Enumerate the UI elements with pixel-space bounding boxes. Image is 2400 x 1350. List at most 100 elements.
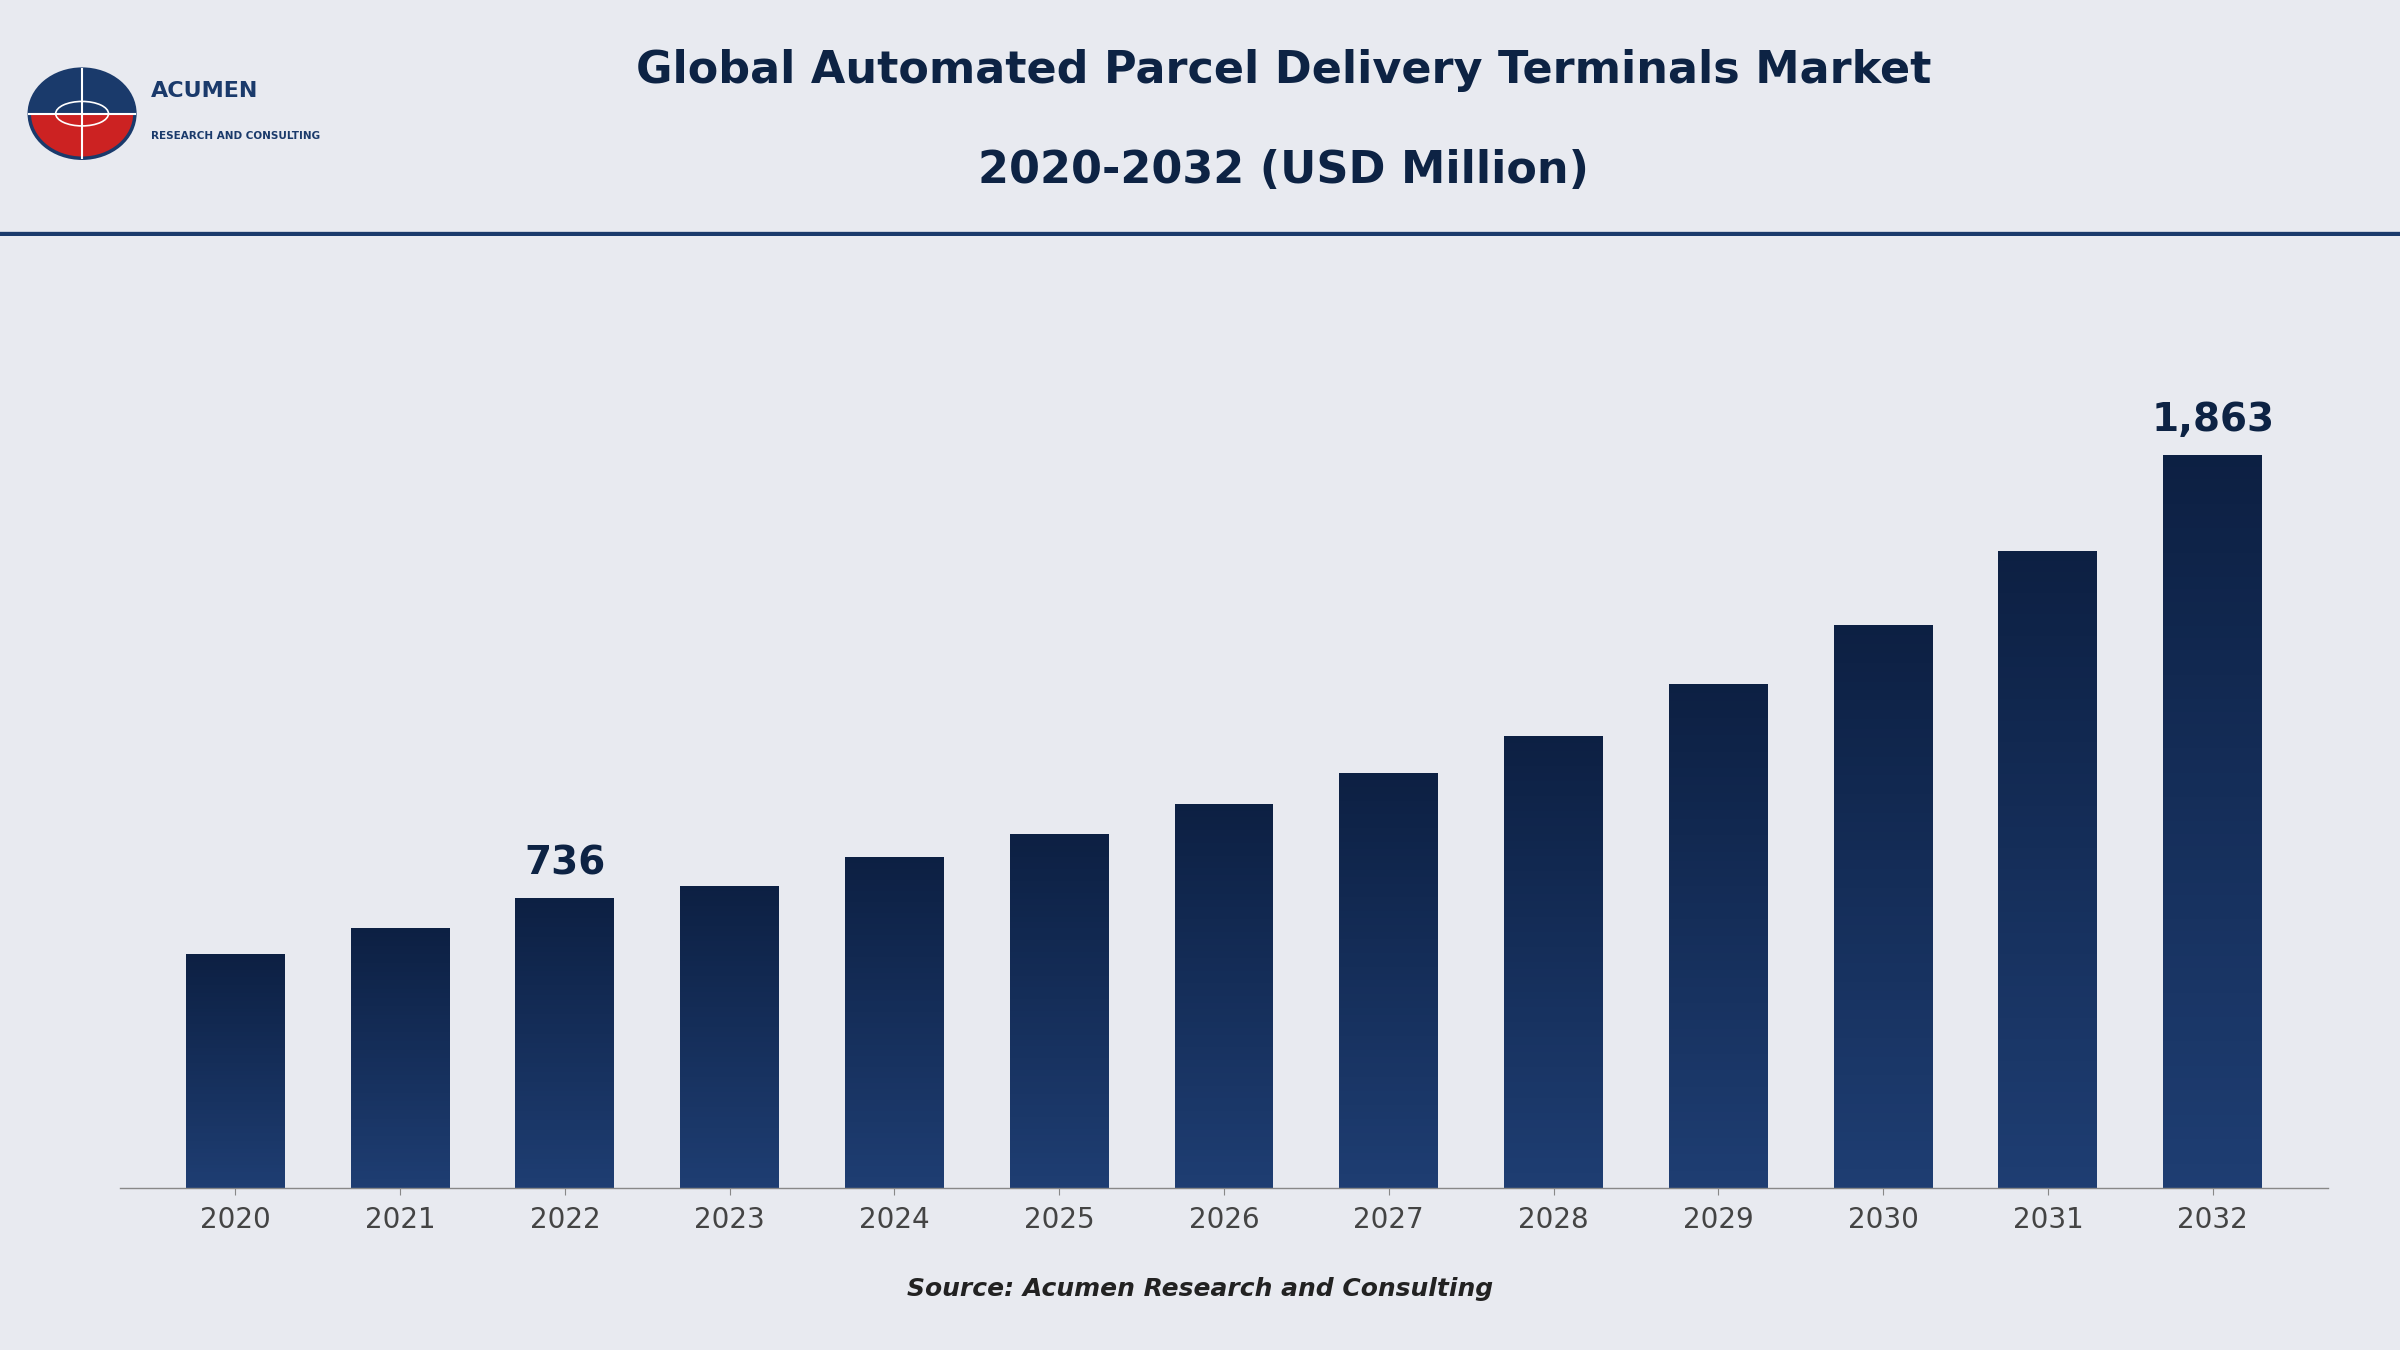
Bar (350, 1141, 449, 1145)
Bar (1010, 952, 1109, 958)
Bar (1999, 625, 2098, 636)
Bar (1505, 841, 1603, 849)
Bar (1010, 1118, 1109, 1123)
Bar (1339, 814, 1438, 821)
Bar (516, 961, 614, 967)
Bar (845, 1172, 943, 1177)
Bar (1505, 1127, 1603, 1135)
Bar (1010, 976, 1109, 981)
Bar (845, 1072, 943, 1077)
Bar (1999, 582, 2098, 593)
Bar (679, 926, 780, 931)
Bar (845, 918, 943, 923)
Bar (1505, 887, 1603, 894)
Bar (516, 1000, 614, 1004)
Bar (1174, 1003, 1274, 1008)
Bar (1010, 911, 1109, 917)
Bar (1339, 780, 1438, 787)
Bar (350, 1180, 449, 1184)
Bar (185, 977, 286, 981)
Bar (185, 1184, 286, 1188)
Bar (2162, 602, 2263, 614)
Bar (516, 952, 614, 956)
Bar (1339, 891, 1438, 898)
Bar (1010, 864, 1109, 869)
Bar (845, 1034, 943, 1040)
Bar (1010, 917, 1109, 922)
Bar (1505, 1180, 1603, 1188)
Bar (1999, 1081, 2098, 1092)
Bar (1834, 1122, 1932, 1131)
Bar (1339, 1153, 1438, 1161)
Bar (2162, 724, 2263, 736)
Bar (350, 1174, 449, 1180)
Bar (516, 1062, 614, 1068)
Bar (1505, 1015, 1603, 1022)
Text: 736: 736 (523, 844, 605, 883)
Bar (185, 1095, 286, 1099)
Bar (1668, 684, 1769, 693)
Bar (1505, 1150, 1603, 1158)
Bar (1668, 1011, 1769, 1021)
Bar (1339, 1008, 1438, 1015)
Bar (185, 1141, 286, 1145)
Bar (1834, 926, 1932, 934)
Bar (1834, 794, 1932, 803)
Bar (1339, 1139, 1438, 1146)
Bar (2162, 1079, 2263, 1091)
Bar (350, 990, 449, 994)
Bar (1834, 917, 1932, 926)
Bar (1010, 869, 1109, 875)
Bar (2162, 1152, 2263, 1164)
Bar (2162, 540, 2263, 552)
Bar (679, 1133, 780, 1138)
Bar (1999, 667, 2098, 678)
Bar (1668, 878, 1769, 886)
Bar (1834, 1010, 1932, 1019)
Bar (516, 927, 614, 933)
Bar (845, 1143, 943, 1149)
Bar (185, 1048, 286, 1052)
Bar (845, 1100, 943, 1106)
Bar (1834, 1057, 1932, 1066)
Bar (2162, 491, 2263, 504)
Bar (679, 956, 780, 961)
Bar (1010, 999, 1109, 1004)
Bar (1834, 898, 1932, 907)
Bar (679, 967, 780, 972)
Bar (1174, 1125, 1274, 1130)
Bar (516, 933, 614, 937)
Bar (516, 1029, 614, 1034)
Bar (845, 1040, 943, 1045)
Bar (1668, 1104, 1769, 1112)
Bar (1834, 701, 1932, 710)
Bar (1505, 1022, 1603, 1030)
Bar (516, 1179, 614, 1183)
Bar (516, 1126, 614, 1130)
Bar (1010, 1129, 1109, 1135)
Bar (1010, 1029, 1109, 1034)
Bar (350, 1127, 449, 1131)
Bar (1668, 1003, 1769, 1011)
Bar (1174, 907, 1274, 913)
Bar (1999, 1018, 2098, 1029)
Bar (1834, 907, 1932, 917)
Bar (1834, 765, 1932, 775)
Bar (1834, 869, 1932, 879)
Bar (1505, 871, 1603, 879)
Bar (516, 1004, 614, 1010)
Bar (1834, 1179, 1932, 1188)
Bar (845, 913, 943, 918)
Bar (1834, 1029, 1932, 1038)
Bar (1834, 682, 1932, 691)
Bar (1174, 805, 1274, 811)
Bar (1339, 774, 1438, 780)
Bar (2162, 834, 2263, 846)
Bar (1010, 1023, 1109, 1029)
Bar (1174, 990, 1274, 996)
Bar (1999, 837, 2098, 848)
Bar (1339, 801, 1438, 807)
Bar (845, 902, 943, 907)
Bar (1010, 1041, 1109, 1046)
Bar (679, 1098, 780, 1103)
